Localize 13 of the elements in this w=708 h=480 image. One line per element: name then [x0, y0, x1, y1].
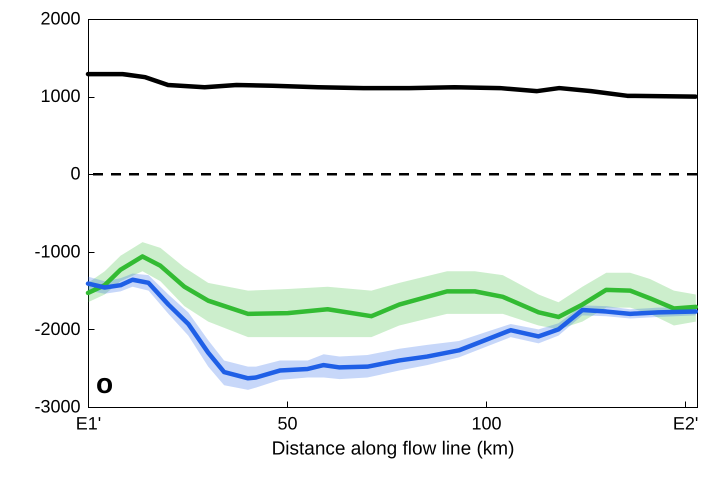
- x-tick-label: 50: [278, 414, 298, 434]
- x-tick-label: E1': [76, 414, 102, 434]
- x-tick-label: E2': [672, 414, 698, 434]
- annotation: o: [96, 368, 114, 399]
- x-axis-title: Distance along flow line (km): [272, 438, 514, 460]
- y-tick-label: -3000: [34, 396, 80, 416]
- y-tick-label: -2000: [34, 318, 80, 339]
- y-tick-label: -1000: [34, 241, 80, 262]
- x-tick-label: 100: [472, 414, 502, 434]
- y-tick-label: 2000: [40, 8, 80, 28]
- y-tick-label: 0: [70, 164, 80, 184]
- y-tick-label: 1000: [40, 86, 80, 106]
- line-series: [86, 254, 698, 320]
